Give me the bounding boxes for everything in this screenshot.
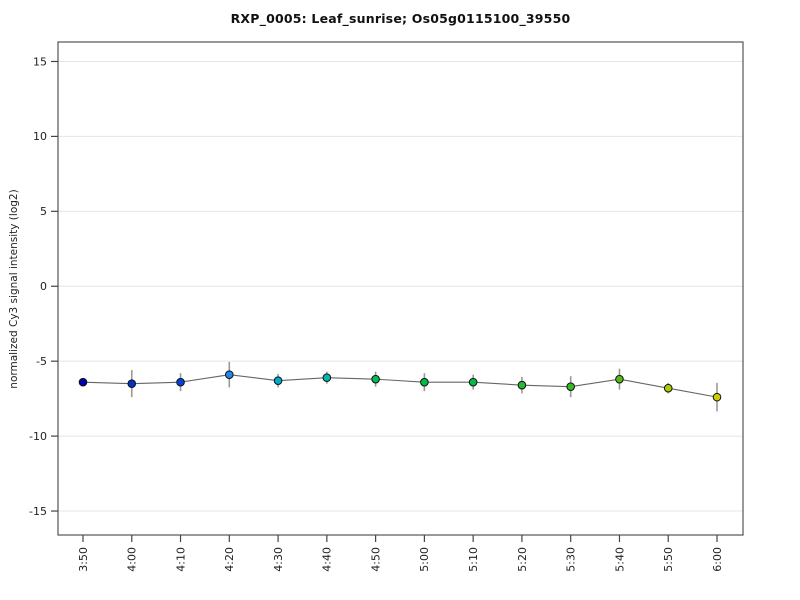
data-point [273, 376, 283, 385]
chart-title: RXP_0005: Leaf_sunrise; Os05g0115100_395… [230, 11, 571, 26]
data-point [566, 382, 575, 391]
data-point [176, 377, 185, 387]
svg-text:4:50: 4:50 [369, 547, 382, 572]
data-point [468, 377, 478, 387]
data-point [78, 377, 88, 387]
svg-text:5: 5 [40, 205, 47, 218]
data-point [420, 377, 429, 387]
data-point [371, 374, 380, 384]
axis-box [57, 41, 744, 536]
svg-text:5:40: 5:40 [613, 547, 626, 572]
data-points [78, 370, 722, 402]
data-point [127, 379, 137, 388]
svg-text:5:20: 5:20 [516, 547, 529, 572]
svg-text:4:10: 4:10 [174, 547, 187, 572]
svg-text:5:50: 5:50 [662, 547, 675, 572]
svg-text:-5: -5 [36, 355, 47, 368]
svg-text:5:00: 5:00 [418, 547, 431, 572]
svg-text:10: 10 [33, 130, 47, 143]
data-line [82, 374, 718, 398]
svg-text:-15: -15 [29, 505, 47, 518]
svg-text:3:50: 3:50 [77, 547, 90, 572]
error-bars [82, 361, 718, 412]
svg-text:0: 0 [40, 280, 47, 293]
data-point [663, 383, 673, 393]
data-point [517, 380, 527, 390]
svg-text:15: 15 [33, 55, 47, 68]
svg-text:-10: -10 [29, 430, 47, 443]
x-tick-marks [82, 535, 718, 542]
data-point [322, 373, 332, 382]
svg-text:4:30: 4:30 [272, 547, 285, 572]
y-tick-marks [51, 60, 58, 512]
svg-text:4:00: 4:00 [126, 547, 139, 572]
svg-text:4:20: 4:20 [223, 547, 236, 572]
data-point [225, 370, 234, 379]
svg-text:4:40: 4:40 [321, 547, 334, 572]
y-tick-labels: 15 10 5 0 -5 -10 -15 [29, 55, 47, 518]
x-tick-labels: 3:50 4:00 4:10 4:20 4:30 4:40 4:50 5:00 5:10 5:20… [77, 547, 724, 572]
gridlines [58, 60, 743, 512]
svg-text:5:30: 5:30 [565, 547, 578, 572]
data-point [615, 374, 624, 384]
data-point [712, 392, 722, 402]
svg-text:5:10: 5:10 [467, 547, 480, 572]
svg-text:6:00: 6:00 [711, 547, 724, 572]
